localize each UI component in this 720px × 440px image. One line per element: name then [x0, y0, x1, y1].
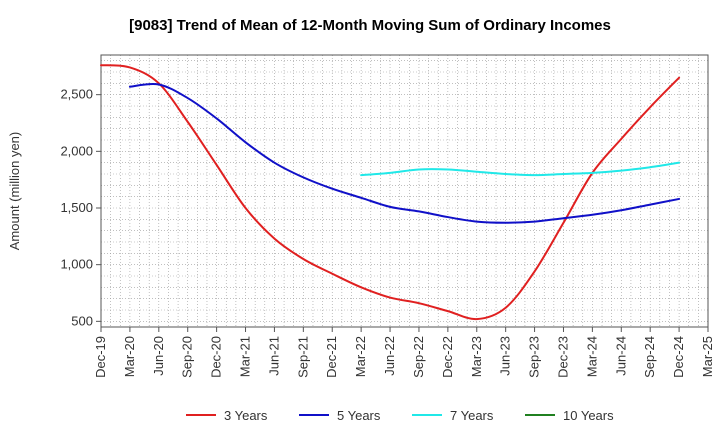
x-tick-label: Dec-24 [671, 336, 686, 378]
series-line-3-years [100, 64, 681, 321]
legend: 3 Years 5 Years 7 Years 10 Years [186, 408, 614, 423]
x-tick-label: Jun-22 [382, 336, 397, 376]
series-line-5-years [128, 82, 681, 224]
x-tick-label: Mar-20 [122, 336, 137, 377]
y-tick-label: 2,500 [60, 87, 93, 102]
x-tick-label: Dec-23 [555, 336, 570, 378]
legend-label-3-years: 3 Years [224, 408, 268, 423]
plot-frame [100, 54, 709, 328]
y-axis: 500 1,000 1,500 2,000 2,500 [60, 87, 101, 328]
x-axis: Dec-19 Mar-20 Jun-20 Sep-20 Dec-20 Mar-21 Jun-… [93, 327, 715, 378]
x-tick-label: Sep-20 [180, 336, 195, 378]
x-tick-label: Dec-20 [209, 336, 224, 378]
legend-label-10-years: 10 Years [563, 408, 614, 423]
x-tick-label: Sep-24 [642, 336, 657, 378]
x-tick-label: Jun-23 [498, 336, 513, 376]
x-tick-label: Dec-22 [440, 336, 455, 378]
y-tick-label: 1,000 [60, 257, 93, 272]
x-tick-label: Sep-22 [411, 336, 426, 378]
y-tick-label: 1,500 [60, 200, 93, 215]
x-tick-label: Mar-25 [700, 336, 715, 377]
x-tick-label: Sep-23 [527, 336, 542, 378]
x-tick-label: Jun-20 [151, 336, 166, 376]
x-tick-label: Jun-24 [613, 336, 628, 376]
y-axis-label: Amount (million yen) [7, 132, 22, 251]
chart-title: [9083] Trend of Mean of 12-Month Moving … [129, 17, 611, 34]
x-tick-label: Mar-22 [353, 336, 368, 377]
x-tick-label: Sep-21 [295, 336, 310, 378]
y-tick-label: 500 [71, 313, 93, 328]
series-lines [100, 64, 681, 321]
y-tick-label: 2,000 [60, 143, 93, 158]
legend-label-7-years: 7 Years [450, 408, 494, 423]
legend-label-5-years: 5 Years [337, 408, 381, 423]
x-tick-label: Mar-23 [469, 336, 484, 377]
x-tick-label: Mar-24 [584, 336, 599, 377]
grid [101, 55, 708, 327]
x-tick-label: Dec-21 [324, 336, 339, 378]
x-tick-label: Mar-21 [238, 336, 253, 377]
series-line-7-years [360, 161, 681, 177]
x-tick-label: Dec-19 [93, 336, 108, 378]
x-tick-label: Jun-21 [266, 336, 281, 376]
